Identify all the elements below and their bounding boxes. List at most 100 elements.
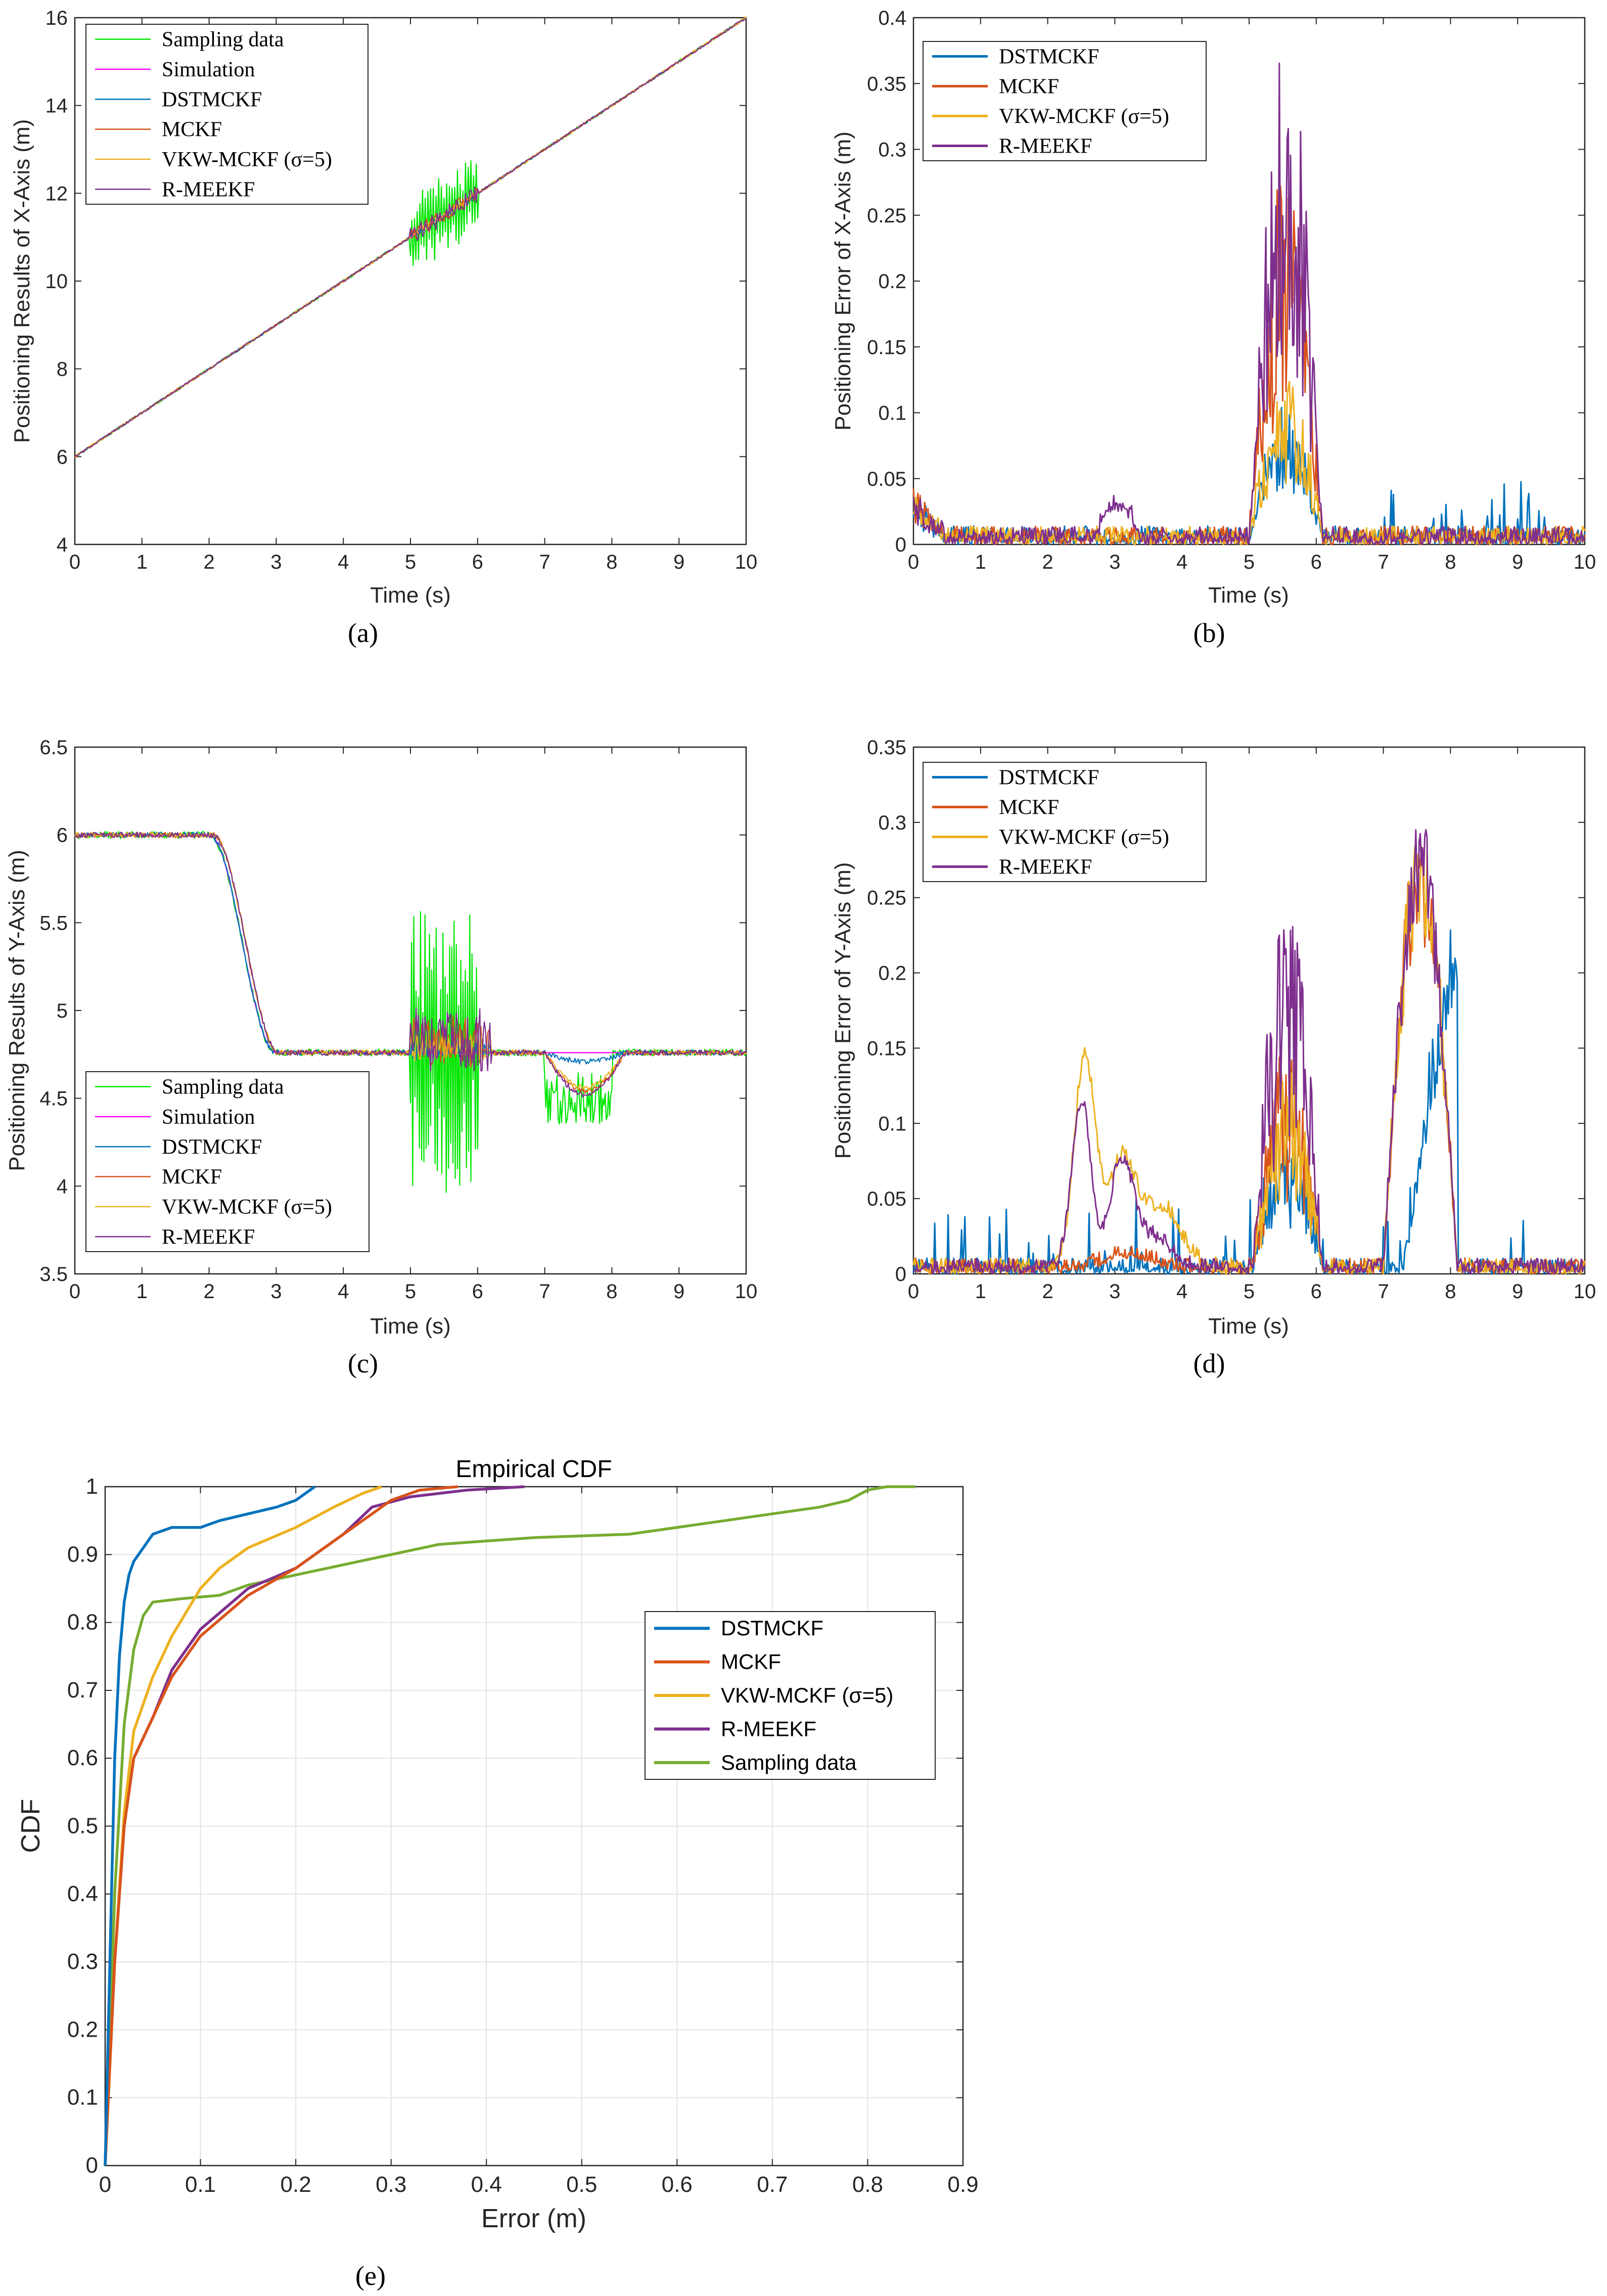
y-tick-label-e: 1 bbox=[86, 1474, 98, 1499]
y-tick-label-b: 0.15 bbox=[867, 336, 906, 358]
plot-lines-c bbox=[74, 831, 747, 1193]
x-tick-label-d: 3 bbox=[1109, 1280, 1120, 1303]
x-tick-label-c: 7 bbox=[539, 1280, 550, 1303]
legend-entry: Sampling data bbox=[162, 1076, 284, 1099]
chart-panel-d: 0 1 2 3 4 5 6 7 8 9 10 0 0.05 0.1 0.15 0.2 0.25 0.3 0.35 T… bbox=[831, 737, 1596, 1379]
legend-entry: Sampling data bbox=[721, 1751, 857, 1774]
legend-entry: MCKF bbox=[721, 1650, 781, 1674]
series-line-rmeekf bbox=[913, 829, 1585, 1275]
x-tick-label-b: 9 bbox=[1512, 551, 1523, 573]
series-line-vkw-mckf bbox=[74, 16, 747, 457]
legend-entry: VKW-MCKF (σ=5) bbox=[999, 105, 1169, 128]
x-tick-label-c: 1 bbox=[136, 1280, 148, 1303]
legend-c: Sampling data Simulation DSTMCKF MCKF VKW-MC… bbox=[85, 1071, 370, 1252]
series-line-r-meekf bbox=[74, 832, 747, 1098]
caption-b: (b) bbox=[1193, 618, 1225, 648]
x-tick-label-e: 0.5 bbox=[566, 2172, 597, 2197]
x-tick-label-a: 0 bbox=[69, 551, 80, 573]
x-tick-label-a: 6 bbox=[472, 551, 483, 573]
legend-entry: Sampling data bbox=[162, 28, 284, 52]
y-tick-label-b: 0.25 bbox=[867, 205, 906, 227]
legend-entry: MCKF bbox=[999, 796, 1059, 819]
x-tick-label-b: 6 bbox=[1311, 551, 1322, 573]
y-tick-label-e: 0.4 bbox=[67, 1881, 98, 1906]
chart-panel-e: 0 0.1 0.2 0.3 0.4 0.5 0.6 0.7 0.8 0.9 0 0.1 0.2 0.3 0.… bbox=[16, 1456, 979, 2291]
x-tick-label-a: 9 bbox=[673, 551, 684, 573]
y-tick-label-c: 5 bbox=[57, 1000, 68, 1022]
legend-entry: MCKF bbox=[999, 75, 1059, 99]
y-tick-label-c: 6 bbox=[57, 824, 68, 847]
legend-entry: MCKF bbox=[162, 118, 222, 142]
legend-entry: VKW-MCKF (σ=5) bbox=[721, 1683, 893, 1707]
y-axis-label-e: CDF bbox=[16, 1799, 45, 1853]
x-tick-label-c: 2 bbox=[203, 1280, 214, 1303]
legend-e: DSTMCKF MCKF VKW-MCKF (σ=5) R-MEEKF Sampling… bbox=[645, 1611, 936, 1780]
chart-title-e: Empirical CDF bbox=[455, 1456, 612, 1483]
y-tick-label-b: 0.1 bbox=[878, 402, 906, 425]
x-axis-label-d: Time (s) bbox=[1208, 1314, 1289, 1339]
legend-entry: VKW-MCKF (σ=5) bbox=[162, 148, 332, 171]
x-tick-label-c: 4 bbox=[338, 1280, 349, 1303]
y-tick-label-b: 0.35 bbox=[867, 73, 906, 95]
x-tick-label-d: 0 bbox=[908, 1280, 919, 1303]
legend-entry: VKW-MCKF (σ=5) bbox=[999, 826, 1169, 849]
x-tick-label-e: 0.1 bbox=[185, 2172, 216, 2197]
x-tick-label-d: 1 bbox=[975, 1280, 986, 1303]
y-axis-label-c: Positioning Results of Y-Axis (m) bbox=[5, 850, 29, 1171]
y-tick-label-b: 0 bbox=[895, 534, 906, 556]
x-tick-label-d: 10 bbox=[1574, 1280, 1596, 1303]
x-tick-label-d: 9 bbox=[1512, 1280, 1523, 1303]
plot-lines-a bbox=[74, 16, 747, 458]
x-axis-label-c: Time (s) bbox=[370, 1314, 451, 1339]
x-tick-label-a: 8 bbox=[606, 551, 617, 573]
legend-entry: R-MEEKF bbox=[999, 856, 1092, 879]
x-tick-label-d: 5 bbox=[1244, 1280, 1255, 1303]
x-tick-label-a: 10 bbox=[735, 551, 758, 573]
y-tick-label-c: 6.5 bbox=[39, 737, 68, 759]
y-axis-label-b: Positioning Error of X-Axis (m) bbox=[831, 131, 855, 431]
legend-entry: MCKF bbox=[162, 1166, 222, 1189]
y-axis-label-d: Positioning Error of Y-Axis (m) bbox=[831, 862, 855, 1159]
x-tick-label-c: 3 bbox=[270, 1280, 282, 1303]
legend-entry: DSTMCKF bbox=[162, 1135, 262, 1159]
y-tick-label-e: 0.2 bbox=[67, 2017, 98, 2042]
legend-entry: R-MEEKF bbox=[999, 135, 1092, 158]
x-tick-label-c: 9 bbox=[673, 1280, 684, 1303]
x-tick-label-a: 4 bbox=[338, 551, 349, 573]
legend-entry: DSTMCKF bbox=[999, 45, 1099, 69]
x-tick-label-e: 0.2 bbox=[281, 2172, 311, 2197]
y-tick-label-d: 0.35 bbox=[867, 737, 906, 759]
y-tick-label-b: 0.4 bbox=[878, 7, 906, 29]
chart-panel-c: 0 1 2 3 4 5 6 7 8 9 10 3.5 4 4.5 5 5.5 6 6.5 Time (s) Pos… bbox=[5, 737, 757, 1379]
y-tick-label-d: 0.2 bbox=[878, 962, 906, 985]
x-tick-label-b: 4 bbox=[1176, 551, 1187, 573]
x-tick-label-a: 7 bbox=[539, 551, 550, 573]
y-tick-label-a: 6 bbox=[57, 446, 68, 468]
y-tick-label-d: 0.15 bbox=[867, 1037, 906, 1060]
legend-a: Sampling data Simulation DSTMCKF MCKF VKW-MC… bbox=[85, 24, 369, 205]
x-tick-label-c: 8 bbox=[606, 1280, 617, 1303]
y-tick-label-a: 10 bbox=[45, 270, 68, 293]
legend-d: DSTMCKF MCKF VKW-MCKF (σ=5) R-MEEKF bbox=[923, 762, 1207, 882]
y-tick-label-d: 0.1 bbox=[878, 1113, 906, 1135]
y-tick-label-b: 0.3 bbox=[878, 139, 906, 161]
x-tick-label-d: 7 bbox=[1378, 1280, 1389, 1303]
grid-e bbox=[105, 1487, 963, 2166]
cdf-line-dstmckf bbox=[104, 1485, 316, 2166]
series-line-rmeekf bbox=[912, 62, 1586, 545]
x-tick-label-d: 2 bbox=[1042, 1280, 1053, 1303]
caption-a: (a) bbox=[348, 618, 378, 648]
y-tick-label-a: 8 bbox=[57, 358, 68, 381]
x-tick-label-a: 5 bbox=[405, 551, 416, 573]
y-tick-label-e: 0.8 bbox=[67, 1610, 98, 1635]
plot-lines-e bbox=[104, 1485, 915, 2166]
y-tick-label-e: 0.7 bbox=[67, 1678, 98, 1703]
y-axis-label-a: Positioning Results of X-Axis (m) bbox=[10, 119, 34, 443]
y-tick-label-c: 3.5 bbox=[39, 1263, 68, 1285]
legend-b: DSTMCKF MCKF VKW-MCKF (σ=5) R-MEEKF bbox=[923, 41, 1207, 161]
legend-entry: R-MEEKF bbox=[162, 178, 255, 201]
y-tick-label-c: 4 bbox=[57, 1175, 68, 1198]
x-tick-label-a: 2 bbox=[203, 551, 214, 573]
